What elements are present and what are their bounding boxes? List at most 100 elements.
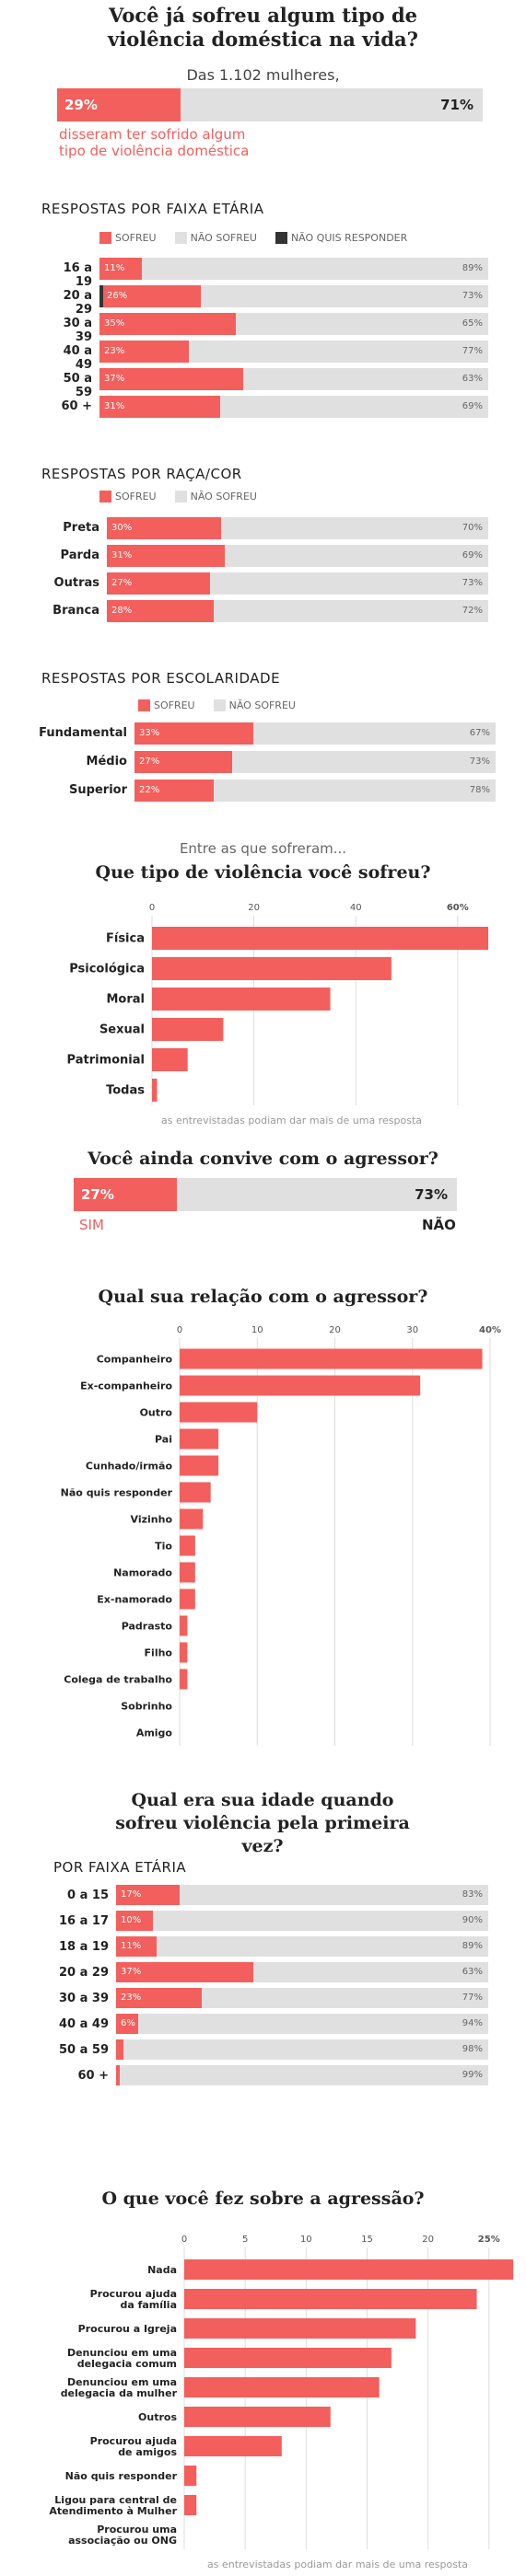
firstage-subtitle: POR FAIXA ETÁRIA [53, 1859, 187, 1876]
category-label-line: Denunciou em uma [67, 2376, 177, 2388]
row-label: 40 a 49 [58, 2017, 109, 2031]
category-label: Patrimonial [67, 1054, 145, 1068]
bar-row: Parda 31% 69% [44, 545, 488, 567]
x-tick-label: 20 [329, 1325, 341, 1335]
x-tick-label: 5 [242, 2235, 248, 2245]
value-label-nao-sofreu: 78% [469, 785, 490, 795]
value-label-nao-sofreu: 89% [462, 1941, 483, 1951]
legend-label-nao-sofreu: NÃO SOFREU [190, 491, 257, 502]
category-label: Companheiro [97, 1354, 173, 1366]
bar-sofreu [107, 517, 222, 539]
category-label-line: Colega de trabalho [64, 1674, 172, 1686]
row-label: 40 a 49 [63, 344, 92, 372]
category-label: Tio [155, 1541, 172, 1553]
firstage-title: Qual era sua idade quando sofreu violênc… [115, 1790, 410, 1856]
value-label-sofreu: 37% [121, 1967, 142, 1977]
category-label: Denunciou em uma delegacia da mulher [61, 2376, 178, 2399]
category-label-line: Ex-companheiro [80, 1380, 172, 1392]
bar [180, 1348, 483, 1369]
legend-label-nao-sofreu: NÃO SOFREU [228, 699, 296, 711]
bar [180, 1482, 211, 1503]
category-label-line: Física [106, 932, 145, 946]
value-label-sofreu: 11% [121, 1941, 142, 1951]
value-label-nao-sofreu: 72% [462, 606, 483, 616]
bar [180, 1669, 188, 1690]
chart-note: as entrevistadas podiam dar mais de uma … [161, 1115, 422, 1126]
bar [184, 2377, 380, 2397]
bar-track: 27% 73% [134, 751, 496, 773]
legend-label-sofreu: SOFREU [154, 699, 195, 711]
bar-track: 22% 78% [134, 780, 496, 802]
bar-track: 26% 73% [99, 285, 488, 307]
race-legend: SOFREU NÃO SOFREU [99, 491, 257, 502]
x-tick-label: 10 [300, 2235, 312, 2245]
bar-row: 16 a 19 11% 89% [44, 258, 488, 289]
value-label-nao-sofreu: 63% [462, 374, 483, 384]
category-label-line: Moral [106, 993, 145, 1007]
bar-row: 18 a 19 11% 89% [44, 1936, 488, 1957]
category-label: Filho [145, 1647, 173, 1659]
convive-yes-pct: 27% [81, 1186, 114, 1203]
overall-yes-label: 29% [64, 97, 98, 113]
bar-track: 37% 63% [99, 368, 488, 390]
row-label: Outras [53, 576, 99, 590]
value-label-sofreu: 31% [111, 550, 133, 560]
legend-swatch-nao-sofreu [213, 699, 226, 711]
bar-track: 10% 90% [116, 1911, 488, 1931]
bar-track: 99% [116, 2065, 488, 2085]
category-label: Ligou para central de Atendimento à Mulhe… [49, 2494, 177, 2517]
value-label-sofreu: 6% [121, 2018, 135, 2028]
bar-row: 0 a 15 17% 83% [44, 1885, 488, 1905]
category-label-line: Companheiro [97, 1354, 173, 1366]
bar-track: 11% 89% [116, 1936, 488, 1957]
bar-sofreu [116, 1911, 154, 1931]
bar-sofreu [99, 341, 190, 363]
legend-swatch-sofreu [99, 232, 111, 244]
bar-row: 20 a 29 37% 63% [44, 1962, 488, 1982]
bar [180, 1508, 204, 1530]
convive-nao-label: NÃO [422, 1217, 456, 1233]
bar-row: 40 a 49 23% 77% [44, 341, 488, 372]
category-label: Cunhado/irmão [86, 1461, 173, 1473]
category-label-line: Todas [106, 1084, 145, 1098]
bar-track: 28% 72% [107, 600, 488, 622]
value-label-nao-sofreu: 63% [462, 1967, 483, 1977]
value-label-sofreu: 27% [111, 578, 133, 588]
base-text: Das 1.102 mulheres, [186, 66, 340, 84]
chart-note: as entrevistadas podiam dar mais de uma … [207, 2559, 468, 2570]
category-label: Outros [138, 2411, 177, 2423]
legend-label-sofreu: SOFREU [115, 491, 157, 502]
bar-row: 40 a 49 6% 94% [44, 2014, 488, 2034]
bar [152, 988, 331, 1011]
bar-row: 50 a 59 37% 63% [44, 368, 488, 399]
bar-track: 23% 77% [99, 341, 488, 363]
value-label-sofreu: 17% [121, 1889, 142, 1900]
caption-line1: disseram ter sofrido algum [59, 126, 246, 143]
bar-row: 16 a 17 10% 90% [44, 1911, 488, 1931]
bar-row: 50 a 59 98% [44, 2039, 488, 2060]
convive-yes-fill [74, 1178, 178, 1211]
category-label-line: delegacia da mulher [61, 2387, 178, 2399]
category-label-line: Filho [145, 1647, 173, 1659]
relation-title: Qual sua relação com o agressor? [98, 1287, 428, 1307]
value-label-nao-sofreu: 70% [462, 523, 483, 533]
x-tick-label: 40 [350, 903, 362, 913]
race-section-title: RESPOSTAS POR RAÇA/COR [41, 466, 242, 482]
x-tick-label: 25% [478, 2235, 500, 2245]
value-label-sofreu: 31% [104, 401, 125, 411]
category-label: Sobrinho [121, 1701, 172, 1713]
bar-row: Outras 27% 73% [44, 572, 488, 595]
value-label-nao-sofreu: 73% [462, 291, 483, 301]
category-label: Sexual [99, 1023, 145, 1037]
row-label: 50 a 59 [58, 2043, 109, 2057]
bar-track: 27% 73% [107, 572, 488, 595]
legend-label-sofreu: SOFREU [115, 232, 157, 244]
bar-sofreu [116, 1936, 158, 1957]
bar-sofreu [107, 600, 214, 622]
row-label: Superior [69, 783, 127, 797]
x-tick-label: 15 [361, 2235, 373, 2245]
bar-track: 23% 77% [116, 1988, 488, 2008]
row-label: 0 a 15 [67, 1889, 109, 1902]
bar-sofreu [99, 258, 143, 280]
category-label-line: Procurou a Igreja [78, 2323, 177, 2335]
